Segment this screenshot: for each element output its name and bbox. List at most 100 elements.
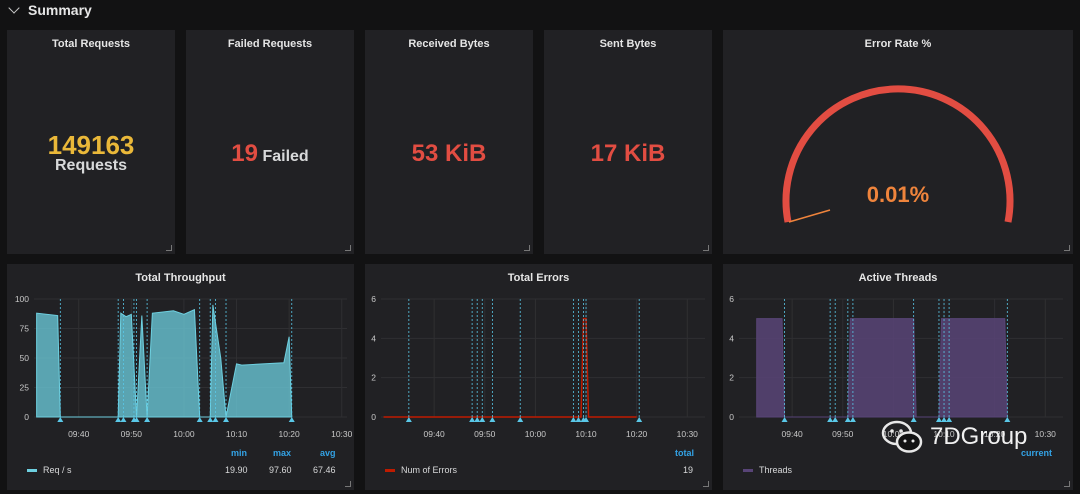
- received-bytes-panel: Received Bytes 53 KiB: [365, 30, 533, 254]
- summary-row-header[interactable]: Summary: [8, 0, 92, 20]
- resize-handle[interactable]: [345, 245, 351, 251]
- x-tick-label: 09:50: [121, 429, 143, 439]
- panel-title: Error Rate %: [864, 38, 932, 50]
- x-tick-label: 09:50: [832, 429, 854, 439]
- x-tick-label: 10:20: [278, 429, 300, 439]
- annotation-marker: [517, 417, 524, 422]
- annotation-marker: [910, 417, 917, 422]
- stat-value-group: 19 Failed: [186, 140, 354, 168]
- gauge-value: 0.01%: [866, 182, 930, 207]
- throughput-chart[interactable]: 0 25 50 75 100 09:40 09:50 10:00 10:10 10:20 10:30: [7, 289, 354, 469]
- annotation-marker: [115, 417, 122, 422]
- panel-title: Total Throughput: [135, 272, 226, 284]
- errors-chart[interactable]: 0 2 4 6 09:40 09:50 10:00 10:10 10:20 10:30: [365, 289, 712, 469]
- legend-swatch: [385, 469, 395, 473]
- stat-unit: Failed: [262, 148, 309, 165]
- annotation-marker: [196, 417, 203, 422]
- total-errors-panel: Total Errors 0 2 4 6 09:40 09:50 10:00 10:10 10:…: [365, 264, 712, 490]
- panel-title: Active Threads: [858, 272, 938, 284]
- annotation-marker: [1004, 417, 1011, 422]
- x-tick-label: 09:40: [68, 429, 90, 439]
- annotation-marker: [133, 417, 140, 422]
- x-tick-label: 09:50: [474, 429, 496, 439]
- legend-item[interactable]: Num of Errors: [385, 465, 457, 475]
- resize-handle[interactable]: [703, 481, 709, 487]
- annotation-marker: [474, 417, 481, 422]
- annotation-marker: [212, 417, 219, 422]
- x-tick-label: 10:10: [933, 429, 955, 439]
- legend-header-max[interactable]: max: [273, 448, 292, 458]
- x-tick-label: 10:00: [883, 429, 905, 439]
- row-title: Summary: [28, 2, 92, 18]
- legend-header-min[interactable]: min: [231, 448, 248, 458]
- legend-header-avg[interactable]: avg: [320, 448, 336, 458]
- annotation-marker: [144, 417, 151, 422]
- annotation-marker: [935, 417, 942, 422]
- legend-avg: 67.46: [313, 465, 336, 475]
- x-tick-label: 09:40: [424, 429, 446, 439]
- x-tick-label: 10:10: [575, 429, 597, 439]
- resize-handle[interactable]: [703, 245, 709, 251]
- x-tick-label: 10:30: [677, 429, 699, 439]
- legend-item[interactable]: Req / s: [27, 465, 72, 475]
- total-requests-panel: Total Requests 149163 Requests: [7, 30, 175, 254]
- resize-handle[interactable]: [166, 245, 172, 251]
- resize-handle[interactable]: [1064, 245, 1070, 251]
- resize-handle[interactable]: [345, 481, 351, 487]
- x-tick-label: 10:10: [226, 429, 248, 439]
- series-area: [36, 304, 293, 418]
- resize-handle[interactable]: [524, 245, 530, 251]
- series-area: [756, 318, 1008, 418]
- failed-requests-panel: Failed Requests 19 Failed: [186, 30, 354, 254]
- annotation-marker: [827, 417, 834, 422]
- legend-header-total[interactable]: total: [675, 448, 694, 458]
- annotation-marker: [570, 417, 577, 422]
- panel-title: Failed Requests: [227, 38, 313, 50]
- panel-title: Sent Bytes: [599, 38, 657, 50]
- stat-value: 17 KiB: [590, 140, 666, 167]
- stat-value: 19: [231, 140, 258, 167]
- x-tick-label: 10:00: [173, 429, 195, 439]
- panel-title: Total Requests: [51, 38, 131, 50]
- legend-item[interactable]: Threads: [743, 465, 792, 475]
- annotation-marker: [479, 417, 486, 422]
- x-tick-label: 10:30: [331, 429, 353, 439]
- x-tick-label: 10:20: [984, 429, 1006, 439]
- y-tick-label: 2: [729, 373, 734, 383]
- annotation-marker: [583, 417, 590, 422]
- wechat-icon: [881, 420, 923, 453]
- gauge-svg: [782, 85, 1014, 223]
- sent-bytes-panel: Sent Bytes 17 KiB: [544, 30, 712, 254]
- watermark-text: 7DGroup: [930, 423, 1028, 450]
- legend-swatch: [743, 469, 753, 473]
- error-rate-panel: Error Rate % 0.01%: [723, 30, 1073, 254]
- annotation-marker: [781, 417, 788, 422]
- annotation-marker: [575, 417, 582, 422]
- legend-label: Num of Errors: [401, 465, 458, 475]
- annotation-marker: [946, 417, 953, 422]
- annotation-marker: [636, 417, 643, 422]
- total-throughput-panel: Total Throughput 0 25 50 75 100 09:40 09:50 10:…: [7, 264, 354, 490]
- y-tick-label: 6: [371, 294, 376, 304]
- y-tick-label: 50: [20, 353, 30, 363]
- legend-header-current[interactable]: current: [1021, 448, 1053, 458]
- resize-handle[interactable]: [1064, 481, 1070, 487]
- legend-min: 19.90: [225, 465, 248, 475]
- x-tick-label: 10:20: [626, 429, 648, 439]
- stat-value: 53 KiB: [411, 140, 487, 167]
- stat-unit: Requests: [54, 157, 128, 174]
- y-tick-label: 0: [371, 412, 376, 422]
- active-threads-panel: Active Threads 0 2 4 6 09:40 09:50 10:00 10:10 1…: [723, 264, 1073, 490]
- y-tick-label: 4: [371, 333, 376, 343]
- y-tick-label: 0: [24, 412, 29, 422]
- annotation-marker: [120, 417, 127, 422]
- chevron-down-icon[interactable]: [8, 2, 20, 14]
- y-tick-label: 0: [729, 412, 734, 422]
- annotation-marker: [849, 417, 856, 422]
- threads-chart[interactable]: 0 2 4 6 09:40 09:50 10:00 10:10 10:20 10:30: [723, 289, 1073, 469]
- y-tick-label: 4: [729, 333, 734, 343]
- annotation-marker: [844, 417, 851, 422]
- annotation-marker: [489, 417, 496, 422]
- annotation-marker: [288, 417, 295, 422]
- panel-title: Received Bytes: [408, 38, 490, 50]
